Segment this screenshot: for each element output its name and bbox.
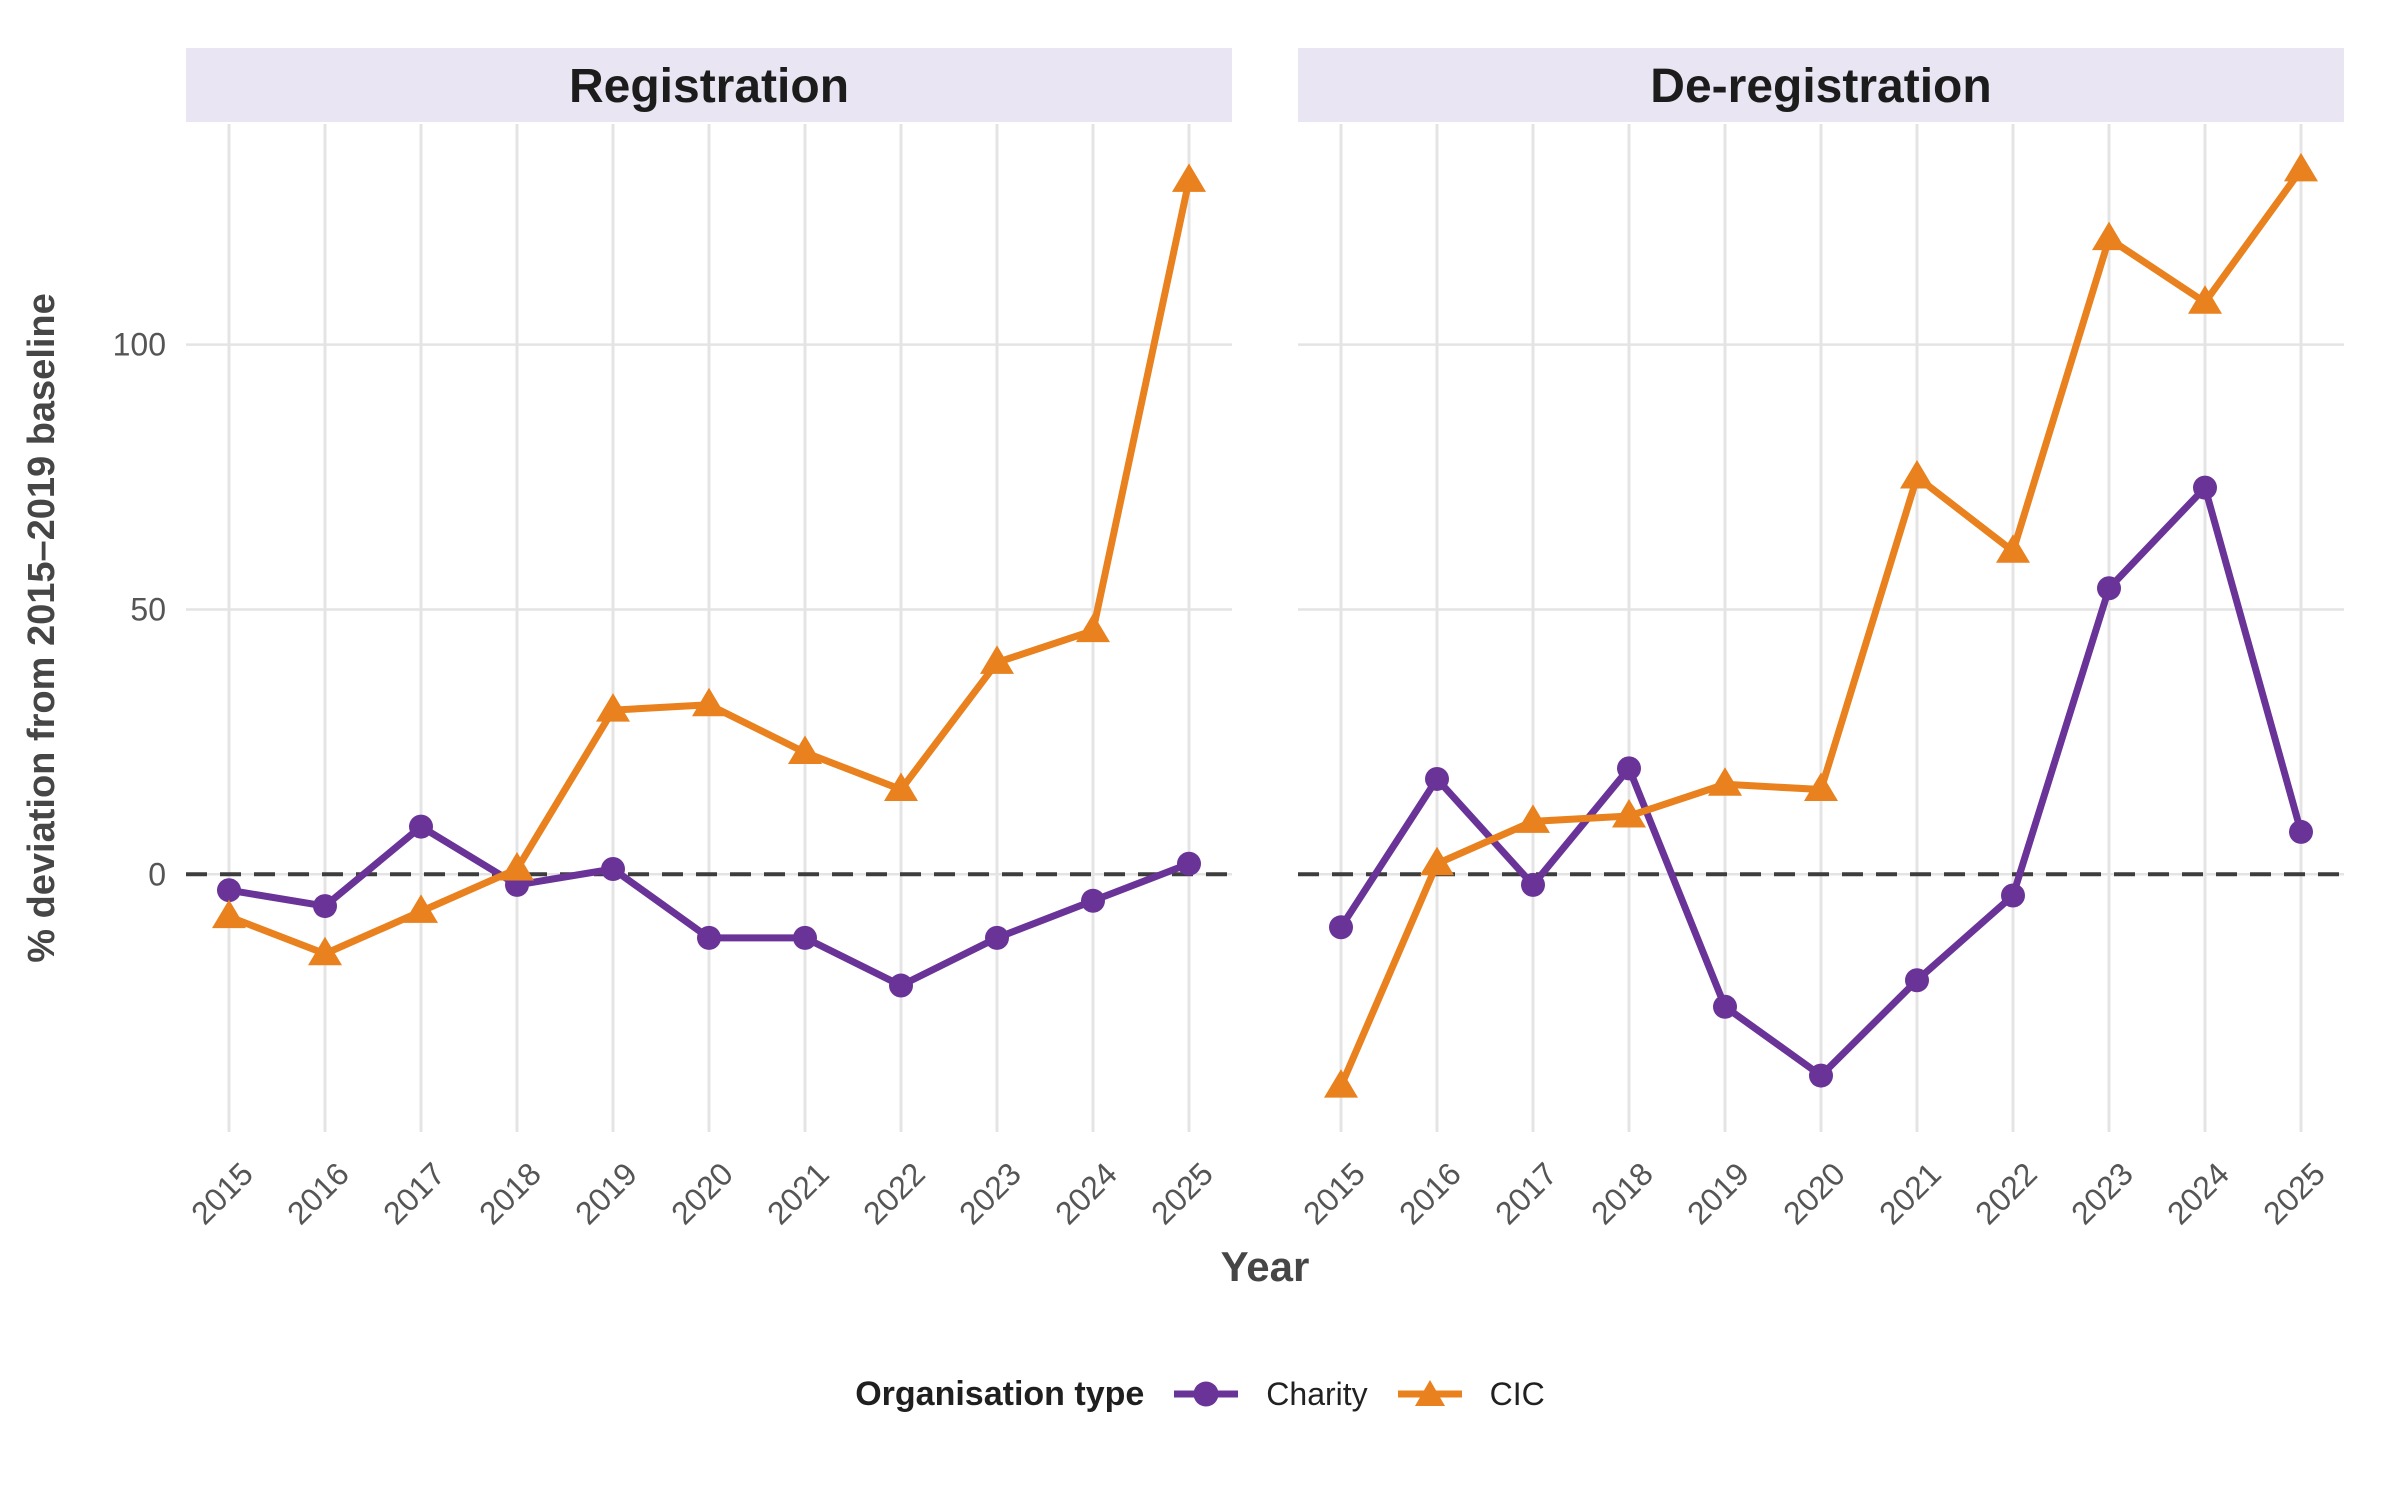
data-point-cic (1324, 1069, 1358, 1098)
x-tick-label: 2016 (1392, 1155, 1468, 1231)
data-point-cic (1420, 846, 1454, 876)
legend-item-charity: Charity (1174, 1375, 1368, 1413)
data-point-charity (985, 925, 1009, 950)
data-point-cic (2092, 221, 2126, 251)
x-tick-label: 2017 (1488, 1155, 1564, 1231)
charity-circle-icon (1174, 1381, 1239, 1407)
x-tick-label: 2023 (952, 1155, 1028, 1231)
data-point-charity (601, 857, 625, 882)
data-point-cic (1900, 460, 1934, 489)
data-point-cic (404, 894, 438, 923)
data-point-charity (1177, 851, 1201, 876)
data-point-charity (2001, 883, 2025, 908)
data-point-cic (1708, 767, 1742, 796)
facet-strip-registration (186, 48, 1232, 122)
data-point-cic (596, 693, 630, 722)
plot-area: 2015 2016 2017 2018 2019 2020 2021 2022 2023 2024… (113, 124, 2344, 1231)
data-point-cic (500, 852, 534, 881)
x-tick-label: 2021 (1872, 1155, 1948, 1231)
legend-item-cic: CIC (1397, 1375, 1545, 1413)
legend-item-cic-label: CIC (1489, 1375, 1545, 1412)
data-point-cic (212, 899, 246, 929)
data-point-cic (2188, 285, 2222, 314)
data-point-cic (980, 645, 1014, 674)
x-tick-label: 2025 (2256, 1155, 2332, 1231)
x-tick-label: 2019 (568, 1155, 644, 1231)
y-tick-label: 0 (148, 856, 166, 892)
cic-triangle-icon (1397, 1380, 1462, 1406)
strip-title-deregistration: De-registration (1650, 60, 1991, 113)
data-point-cic (692, 687, 726, 717)
facet-strip-deregistration (1298, 48, 2344, 122)
x-tick-label: 2015 (184, 1155, 260, 1231)
x-tick-label: 2015 (1296, 1155, 1372, 1231)
x-tick-label: 2024 (1048, 1155, 1124, 1231)
x-tick-label: 2017 (376, 1155, 452, 1231)
y-axis-title: % deviation from 2015–2019 baseline (21, 293, 63, 963)
data-point-charity (313, 894, 337, 919)
legend-title: Organisation type (855, 1374, 1145, 1413)
data-point-charity (2289, 819, 2313, 844)
data-point-charity (1329, 915, 1353, 940)
data-point-cic (308, 936, 342, 966)
data-point-charity (793, 925, 817, 950)
x-tick-label: 2016 (280, 1155, 356, 1231)
data-point-cic (788, 735, 822, 764)
x-tick-label: 2019 (1680, 1155, 1756, 1231)
data-point-charity (1521, 872, 1545, 897)
data-point-cic (1804, 772, 1838, 802)
data-point-cic (884, 772, 918, 802)
facet-strips: Registration De-registration (186, 48, 2344, 122)
data-point-charity (889, 973, 913, 998)
x-tick-label: 2020 (1776, 1155, 1852, 1231)
y-tick-label: 50 (130, 591, 166, 627)
data-point-charity (1617, 756, 1641, 781)
x-tick-label: 2021 (760, 1155, 836, 1231)
data-point-charity (1905, 968, 1929, 993)
data-point-charity (1809, 1063, 1833, 1088)
x-tick-label: 2025 (1144, 1155, 1220, 1231)
y-tick-label: 100 (113, 327, 166, 363)
legend: Organisation type Charity CIC (0, 1362, 2400, 1426)
data-point-charity (1081, 888, 1105, 913)
x-tick-label: 2024 (2160, 1155, 2236, 1231)
x-axis-title: Year (1221, 1243, 1310, 1290)
x-tick-label: 2018 (472, 1155, 548, 1231)
data-point-charity (697, 925, 721, 950)
data-point-cic (1516, 804, 1550, 833)
data-point-cic (1172, 163, 1206, 192)
x-tick-label: 2018 (1584, 1155, 1660, 1231)
x-tick-label: 2022 (1968, 1155, 2044, 1231)
legend-item-charity-label: Charity (1266, 1375, 1368, 1412)
data-point-charity (1713, 994, 1737, 1019)
data-point-charity (409, 814, 433, 839)
data-point-charity (2193, 475, 2217, 500)
strip-title-registration: Registration (569, 60, 849, 113)
x-tick-label: 2022 (856, 1155, 932, 1231)
data-point-charity (1425, 766, 1449, 791)
data-point-cic (2284, 152, 2318, 182)
data-point-charity (217, 878, 241, 903)
data-point-cic (1076, 613, 1110, 643)
data-point-cic (1612, 799, 1646, 828)
data-point-cic (1996, 534, 2030, 563)
data-point-charity (2097, 576, 2121, 601)
x-tick-label: 2020 (664, 1155, 740, 1231)
x-tick-label: 2023 (2064, 1155, 2140, 1231)
